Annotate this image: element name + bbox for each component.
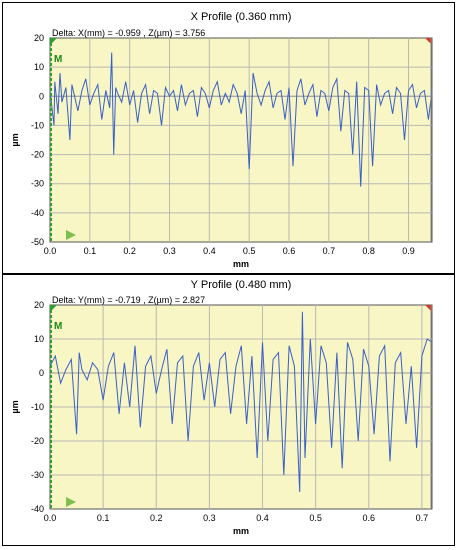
y-tick-label: 0 (39, 368, 44, 378)
x-tick-label: 0.6 (283, 246, 296, 256)
x-tick-label: 0.6 (363, 513, 376, 523)
y-axis-label: µm (10, 400, 20, 413)
y-profile-panel: Y Profile (0.480 mm) 0.0 0.1 0.2 0.3 0.4 0.5 0.… (0, 274, 459, 550)
y-profile-chart: Y Profile (0.480 mm) 0.0 0.1 0.2 0.3 0.4 0.5 0.… (10, 279, 433, 536)
x-tick-label: 0.7 (323, 246, 336, 256)
x-tick-label: 0.4 (203, 246, 216, 256)
y-axis-label: µm (10, 133, 20, 146)
y-tick-label: -20 (31, 150, 44, 160)
profile-series-line (49, 311, 433, 493)
y-tick-label: 0 (39, 91, 44, 101)
x-tick-label: 0.2 (123, 246, 136, 256)
right-cursor-handle-icon[interactable] (425, 38, 432, 45)
x-tick-label: 0.7 (416, 513, 429, 523)
play-arrow-icon[interactable] (66, 230, 76, 240)
y-tick-label: 20 (34, 33, 44, 43)
left-cursor-handle-icon[interactable] (50, 305, 57, 312)
y-tick-label: -40 (31, 208, 44, 218)
x-profile-panel: X Profile (0.360 mm) 0.0 0.1 0.2 0.3 0.4 0.5 0.… (0, 0, 459, 274)
x-profile-chart: X Profile (0.360 mm) 0.0 0.1 0.2 0.3 0.4 0.5 0.… (10, 11, 433, 269)
delta-readout: Delta: Y(mm) = -0.719 , Z(µm) = 2.827 (52, 295, 205, 305)
x-tick-label: 0.1 (97, 513, 110, 523)
x-axis-label: mm (233, 259, 249, 269)
play-arrow-icon[interactable] (66, 497, 76, 507)
y-tick-label: -10 (31, 402, 44, 412)
x-tick-label: 0.5 (243, 246, 256, 256)
y-tick-label: -20 (31, 436, 44, 446)
marker-label: M (54, 321, 62, 332)
right-cursor-handle-icon[interactable] (425, 305, 432, 312)
x-tick-label: 0.3 (203, 513, 216, 523)
y-tick-label: 20 (34, 300, 44, 310)
y-tick-label: -10 (31, 120, 44, 130)
x-tick-label: 0.2 (150, 513, 163, 523)
y-tick-label: -30 (31, 470, 44, 480)
plot-area (49, 37, 433, 243)
y-tick-label: -30 (31, 179, 44, 189)
x-tick-label: 0.8 (362, 246, 375, 256)
x-tick-label: 0.0 (44, 246, 57, 256)
panel-divider (2, 273, 455, 275)
x-tick-label: 0.1 (84, 246, 97, 256)
delta-readout: Delta: X(mm) = -0.959 , Z(µm) = 3.756 (52, 28, 205, 38)
y-tick-label: 10 (34, 62, 44, 72)
y-tick-label: 10 (34, 334, 44, 344)
x-tick-label: 0.4 (256, 513, 269, 523)
x-tick-label: 0.5 (309, 513, 322, 523)
x-axis-label: mm (233, 526, 249, 536)
x-tick-label: 0.0 (44, 513, 57, 523)
chart-title: Y Profile (0.480 mm) (191, 279, 292, 291)
chart-title: X Profile (0.360 mm) (191, 11, 292, 23)
y-tick-label: -50 (31, 237, 44, 247)
marker-label: M (54, 54, 62, 65)
x-tick-label: 0.3 (163, 246, 176, 256)
left-cursor-handle-icon[interactable] (50, 38, 57, 45)
x-tick-label: 0.9 (402, 246, 415, 256)
profile-series-line (49, 52, 433, 187)
y-tick-label: -40 (31, 504, 44, 514)
